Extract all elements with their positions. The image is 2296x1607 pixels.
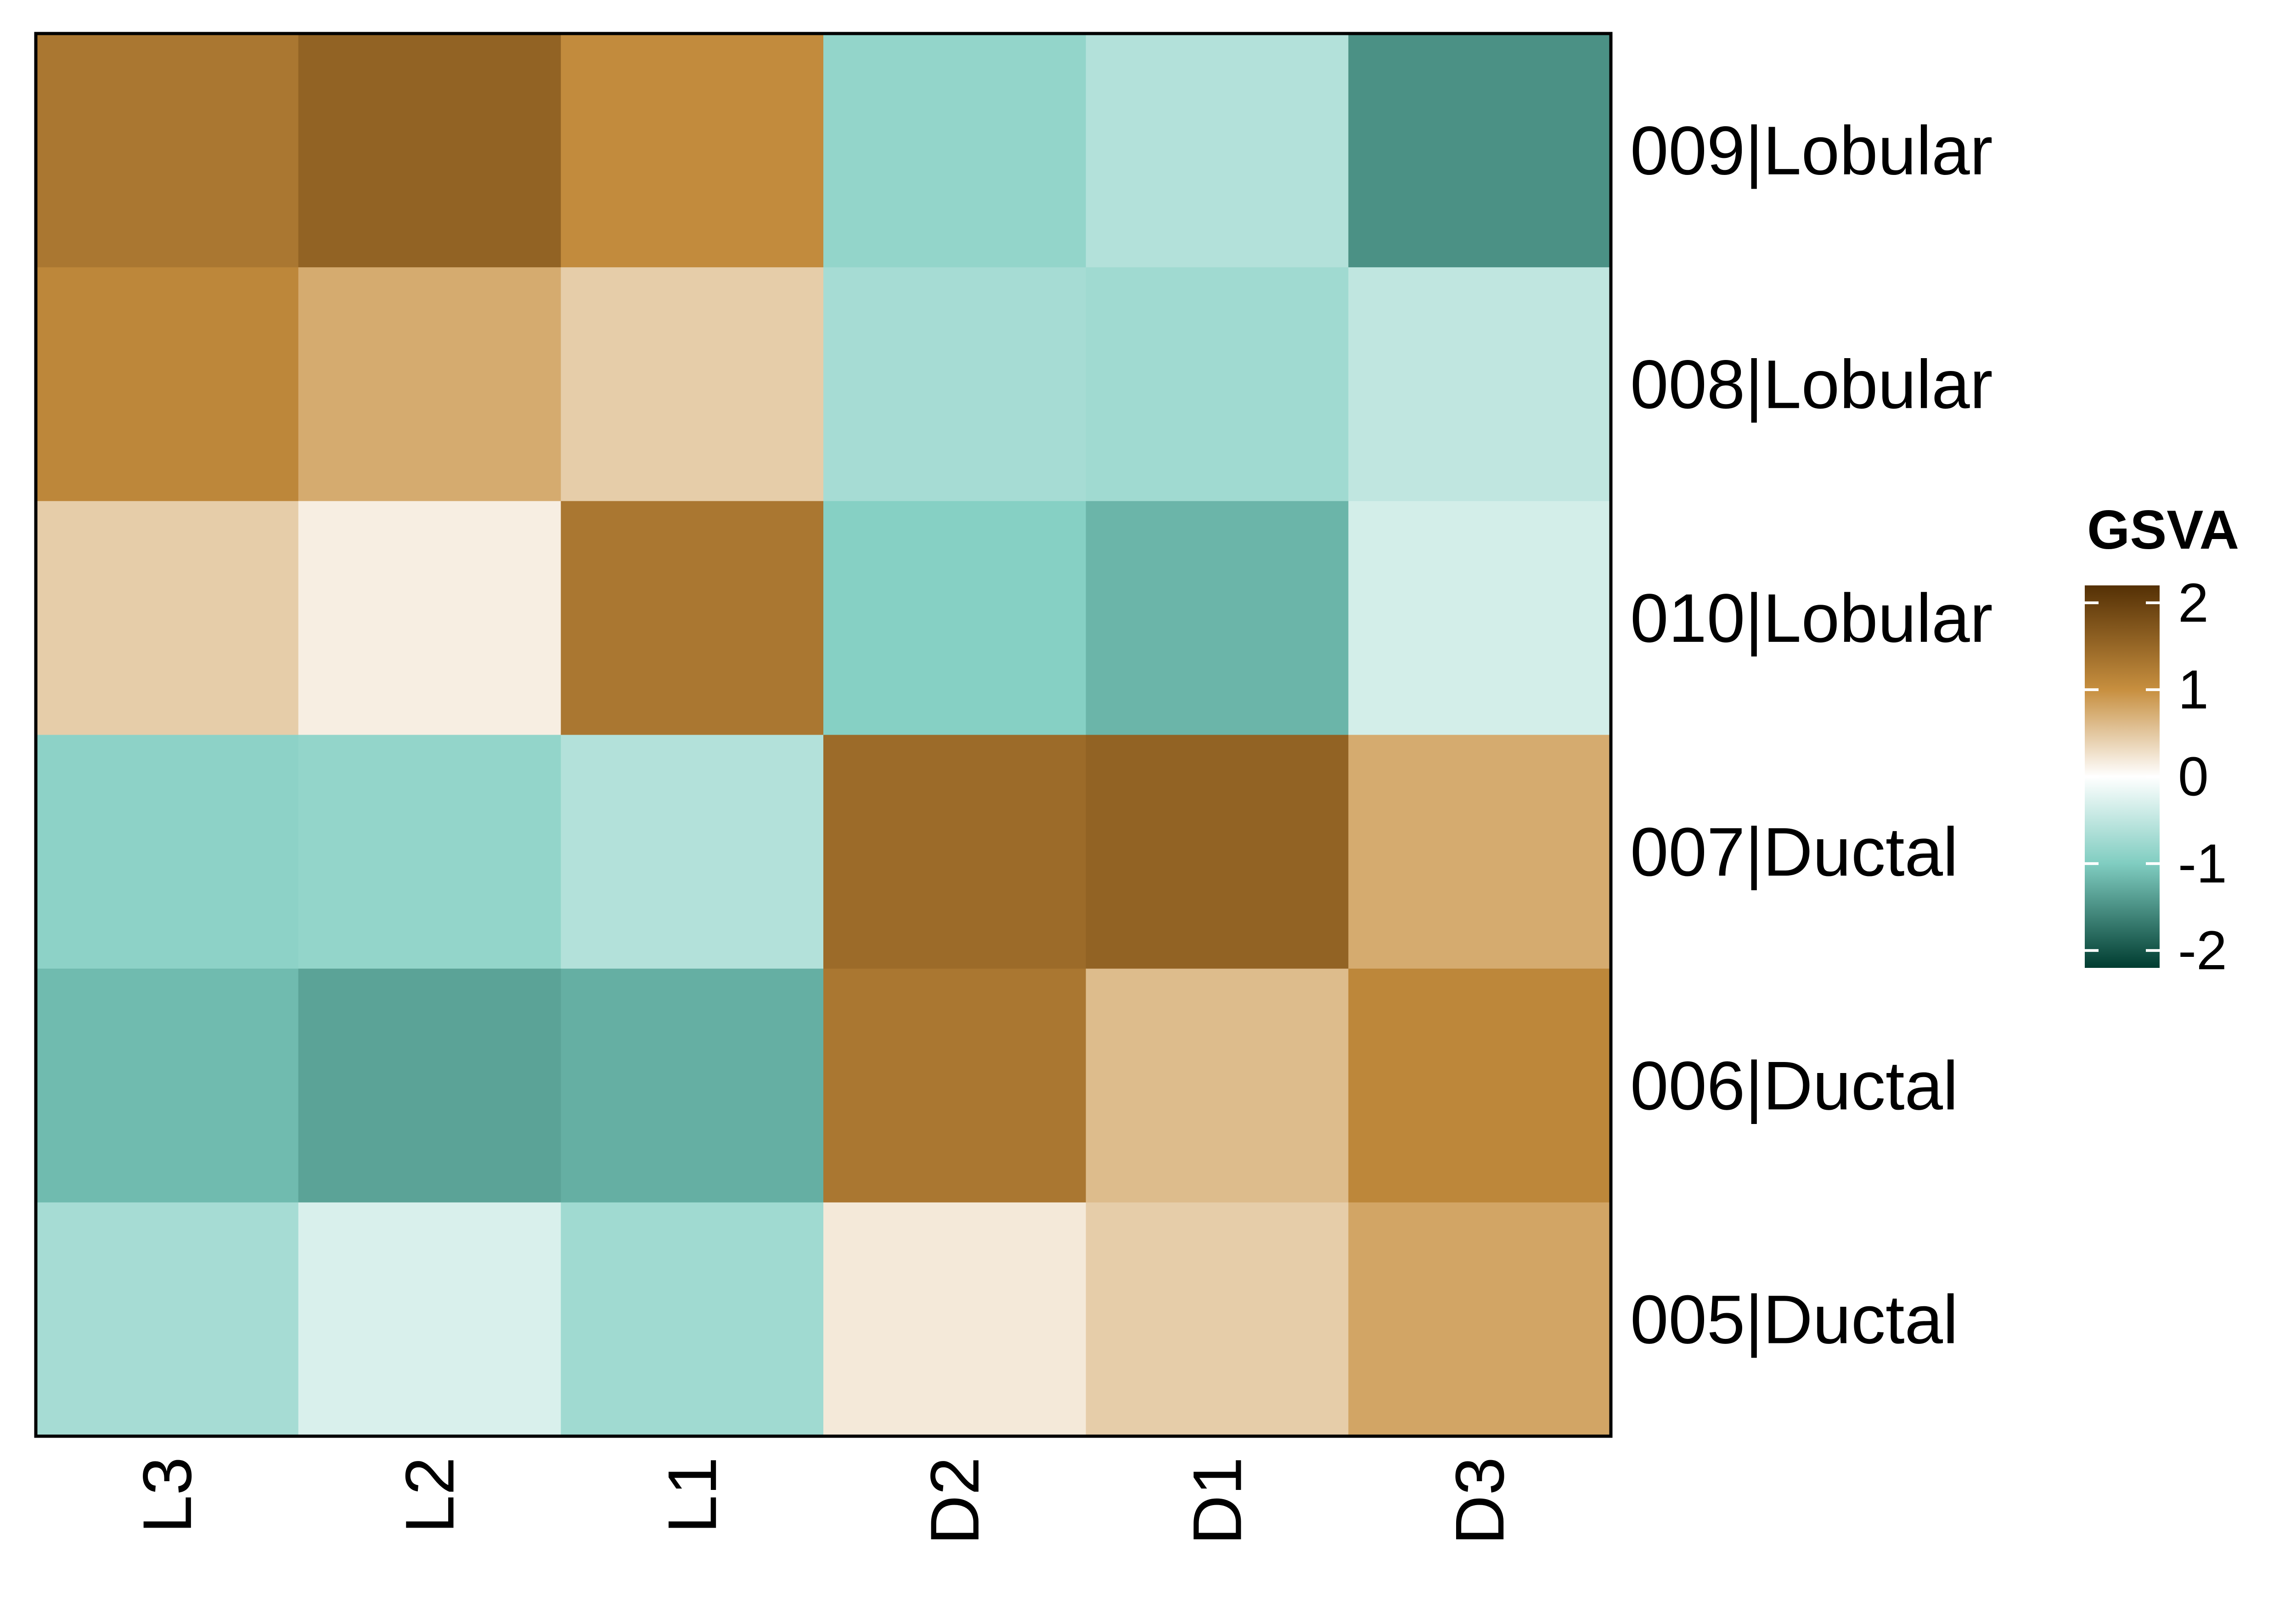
heatmap-cell (298, 1202, 561, 1437)
heatmap-cell (823, 34, 1086, 268)
heatmap-cell (1086, 34, 1349, 268)
heatmap-cell (823, 735, 1086, 969)
heatmap-cell (36, 501, 299, 735)
heatmap-cell (1348, 267, 1611, 501)
row-label: 008|Lobular (1630, 346, 1993, 423)
heatmap-cell (1086, 968, 1349, 1203)
heatmap-cells (36, 34, 1611, 1437)
heatmap-cell (1348, 968, 1611, 1203)
heatmap-cell (1086, 501, 1349, 735)
heatmap-cell (1086, 1202, 1349, 1437)
heatmap-cell (823, 501, 1086, 735)
row-label: 010|Lobular (1630, 579, 1993, 657)
column-labels: L3 L2 L1 D2 D1 D3 (129, 1457, 1518, 1545)
heatmap-cell (1348, 735, 1611, 969)
heatmap-cell (298, 968, 561, 1203)
heatmap-cell (561, 267, 824, 501)
heatmap-cell (36, 735, 299, 969)
heatmap-cell (561, 1202, 824, 1437)
heatmap-cell (561, 968, 824, 1203)
heatmap-cell (1086, 267, 1349, 501)
legend-title: GSVA (2087, 499, 2239, 561)
heatmap-cell (298, 735, 561, 969)
heatmap-cell (298, 34, 561, 268)
legend-ticks: 2 1 0 -1 -2 (2085, 572, 2227, 981)
row-label: 007|Ductal (1630, 813, 1958, 890)
heatmap-cell (561, 34, 824, 268)
column-label: D3 (1441, 1457, 1518, 1545)
column-label: L2 (391, 1457, 468, 1534)
column-label: D1 (1179, 1457, 1256, 1545)
color-legend: GSVA 2 1 0 -1 -2 (2085, 499, 2239, 981)
row-label: 006|Ductal (1630, 1047, 1958, 1124)
heatmap-cell (1086, 735, 1349, 969)
heatmap-cell (823, 1202, 1086, 1437)
heatmap-cell (1348, 1202, 1611, 1437)
row-labels: 009|Lobular 008|Lobular 010|Lobular 007|Duc… (1630, 112, 1993, 1358)
column-label: L1 (653, 1457, 731, 1534)
heatmap-cell (36, 267, 299, 501)
heatmap-cell (561, 501, 824, 735)
heatmap-cell (1348, 34, 1611, 268)
row-label: 005|Ductal (1630, 1281, 1958, 1358)
heatmap-cell (561, 735, 824, 969)
legend-tick-label: 2 (2178, 572, 2209, 634)
heatmap-cell (823, 968, 1086, 1203)
heatmap-cell (1348, 501, 1611, 735)
legend-tick-label: 0 (2178, 746, 2209, 808)
heatmap-cell (36, 34, 299, 268)
heatmap-cell (298, 501, 561, 735)
heatmap-cell (823, 267, 1086, 501)
column-label: D2 (916, 1457, 993, 1545)
legend-tick-label: -2 (2178, 920, 2227, 981)
heatmap-cell (36, 968, 299, 1203)
row-label: 009|Lobular (1630, 112, 1993, 189)
plot-border (34, 32, 1613, 1438)
heatmap-cell (36, 1202, 299, 1437)
legend-tick-label: -1 (2178, 833, 2227, 894)
legend-tick-label: 1 (2178, 659, 2209, 720)
heatmap-cell (298, 267, 561, 501)
column-label: L3 (129, 1457, 206, 1534)
